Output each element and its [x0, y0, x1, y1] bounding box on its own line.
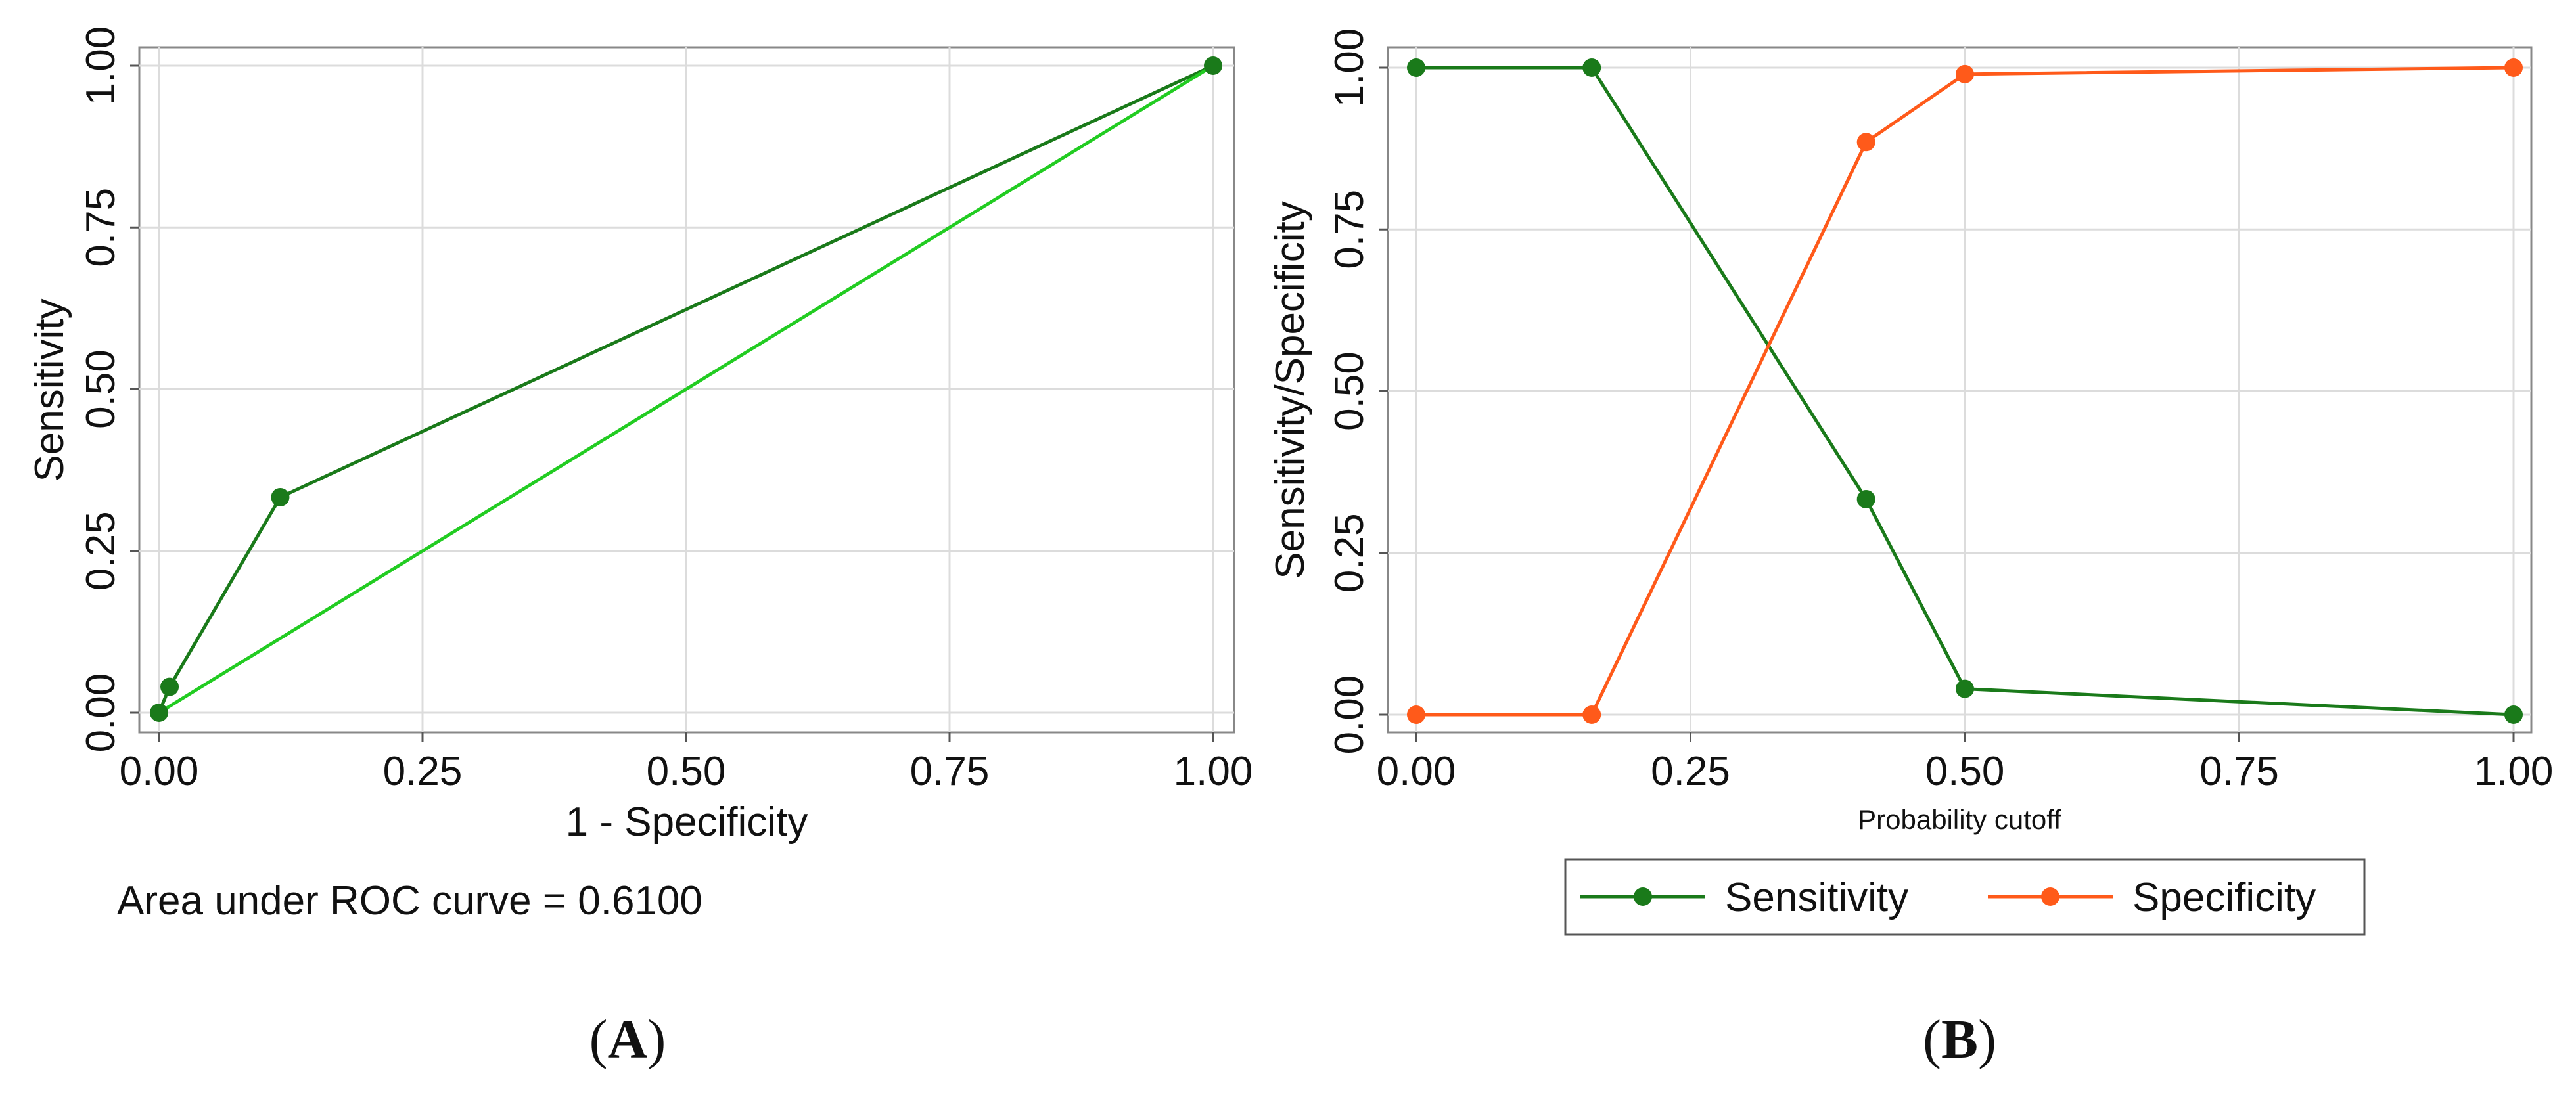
roc-lines: [157, 64, 1214, 715]
roc-y-axis-label: Sensitivity: [27, 298, 72, 481]
sens-spec-y-tick-label: 0.50: [1327, 351, 1372, 431]
sens-spec-x-axis-label: Probability cutoff: [1858, 804, 2061, 835]
roc-curve-panel: 0.00 0.25 0.50 0.75 1.00 0.00 0.25 0.50 0.75 1.0…: [27, 26, 1253, 1070]
roc-y-tick-label: 0.50: [78, 349, 124, 429]
sens-spec-y-tick-labels: 0.00 0.25 0.50 0.75 1.00: [1327, 28, 1372, 755]
sensitivity-data-point: [1582, 58, 1601, 77]
legend-label-sensitivity: Sensitivity: [1725, 875, 1908, 920]
sensitivity-data-point: [2504, 705, 2523, 724]
sens-spec-x-tick-labels: 0.00 0.25 0.50 0.75 1.00: [1377, 749, 2554, 794]
roc-y-tick-label: 0.00: [78, 673, 124, 753]
roc-series-line: [157, 64, 1214, 713]
specificity-data-point: [1407, 705, 1425, 724]
specificity-data-point: [1856, 133, 1875, 152]
roc-points: [150, 56, 1222, 722]
sensitivity-data-point: [1856, 489, 1875, 508]
sens-spec-x-tick-label: 0.75: [2199, 749, 2279, 794]
roc-x-tick-label: 0.50: [647, 749, 726, 794]
sens-spec-y-axis-label: Sensitivity/Specificity: [1268, 201, 1313, 579]
roc-y-tick-label: 1.00: [78, 26, 124, 106]
specificity-data-point: [2504, 58, 2523, 77]
sens-spec-plot-frame: [1387, 46, 2533, 734]
sens-spec-x-tick-label: 1.00: [2474, 749, 2554, 794]
roc-data-point: [1204, 56, 1222, 75]
sensitivity-data-point: [1956, 679, 1974, 698]
sens-spec-x-tick-label: 0.25: [1651, 749, 1730, 794]
sens-spec-y-tick-label: 0.00: [1327, 675, 1372, 755]
sens-spec-points: [1407, 58, 2523, 724]
roc-x-tick-label: 0.75: [910, 749, 990, 794]
roc-gridlines: [130, 47, 1234, 742]
sens-spec-x-tick-label: 0.50: [1925, 749, 2005, 794]
legend: Sensitivity Specificity: [1564, 858, 2366, 936]
roc-x-tick-label: 0.25: [383, 749, 463, 794]
sens-spec-y-tick-label: 1.00: [1327, 28, 1372, 108]
roc-y-tick-labels: 0.00 0.25 0.50 0.75 1.00: [78, 26, 124, 753]
sens-spec-y-tick-label: 0.25: [1327, 513, 1372, 593]
roc-x-tick-label: 1.00: [1174, 749, 1253, 794]
roc-data-point: [150, 704, 168, 722]
roc-y-tick-label: 0.75: [78, 188, 124, 267]
sens-spec-y-tick-label: 0.75: [1327, 190, 1372, 269]
roc-x-tick-label: 0.00: [120, 749, 199, 794]
specificity-data-point: [1956, 64, 1974, 83]
legend-label-specificity: Specificity: [2132, 875, 2316, 920]
sens-spec-x-tick-label: 0.00: [1377, 749, 1456, 794]
legend-item-sensitivity: Sensitivity: [1580, 875, 1908, 920]
roc-data-point: [160, 677, 179, 696]
roc-x-axis-label: 1 - Specificity: [566, 799, 808, 845]
reference-series-line: [158, 64, 1214, 715]
sensitivity-data-point: [1407, 58, 1425, 77]
sens-spec-panel: 0.00 0.25 0.50 0.75 1.00 0.00 0.25 0.50 0.75 1.0…: [1268, 28, 2553, 1070]
roc-auc-annotation: Area under ROC curve = 0.6100: [117, 878, 702, 924]
panel-label-a: (A): [589, 1009, 666, 1070]
legend-marker-sensitivity: [1634, 887, 1652, 906]
roc-data-point: [271, 487, 290, 506]
legend-marker-specificity: [2041, 887, 2059, 906]
roc-x-tick-labels: 0.00 0.25 0.50 0.75 1.00: [120, 749, 1253, 794]
specificity-data-point: [1582, 705, 1601, 724]
panel-label-b: (B): [1923, 1009, 1996, 1070]
legend-item-specificity: Specificity: [1988, 875, 2316, 920]
roc-y-tick-label: 0.25: [78, 511, 124, 591]
